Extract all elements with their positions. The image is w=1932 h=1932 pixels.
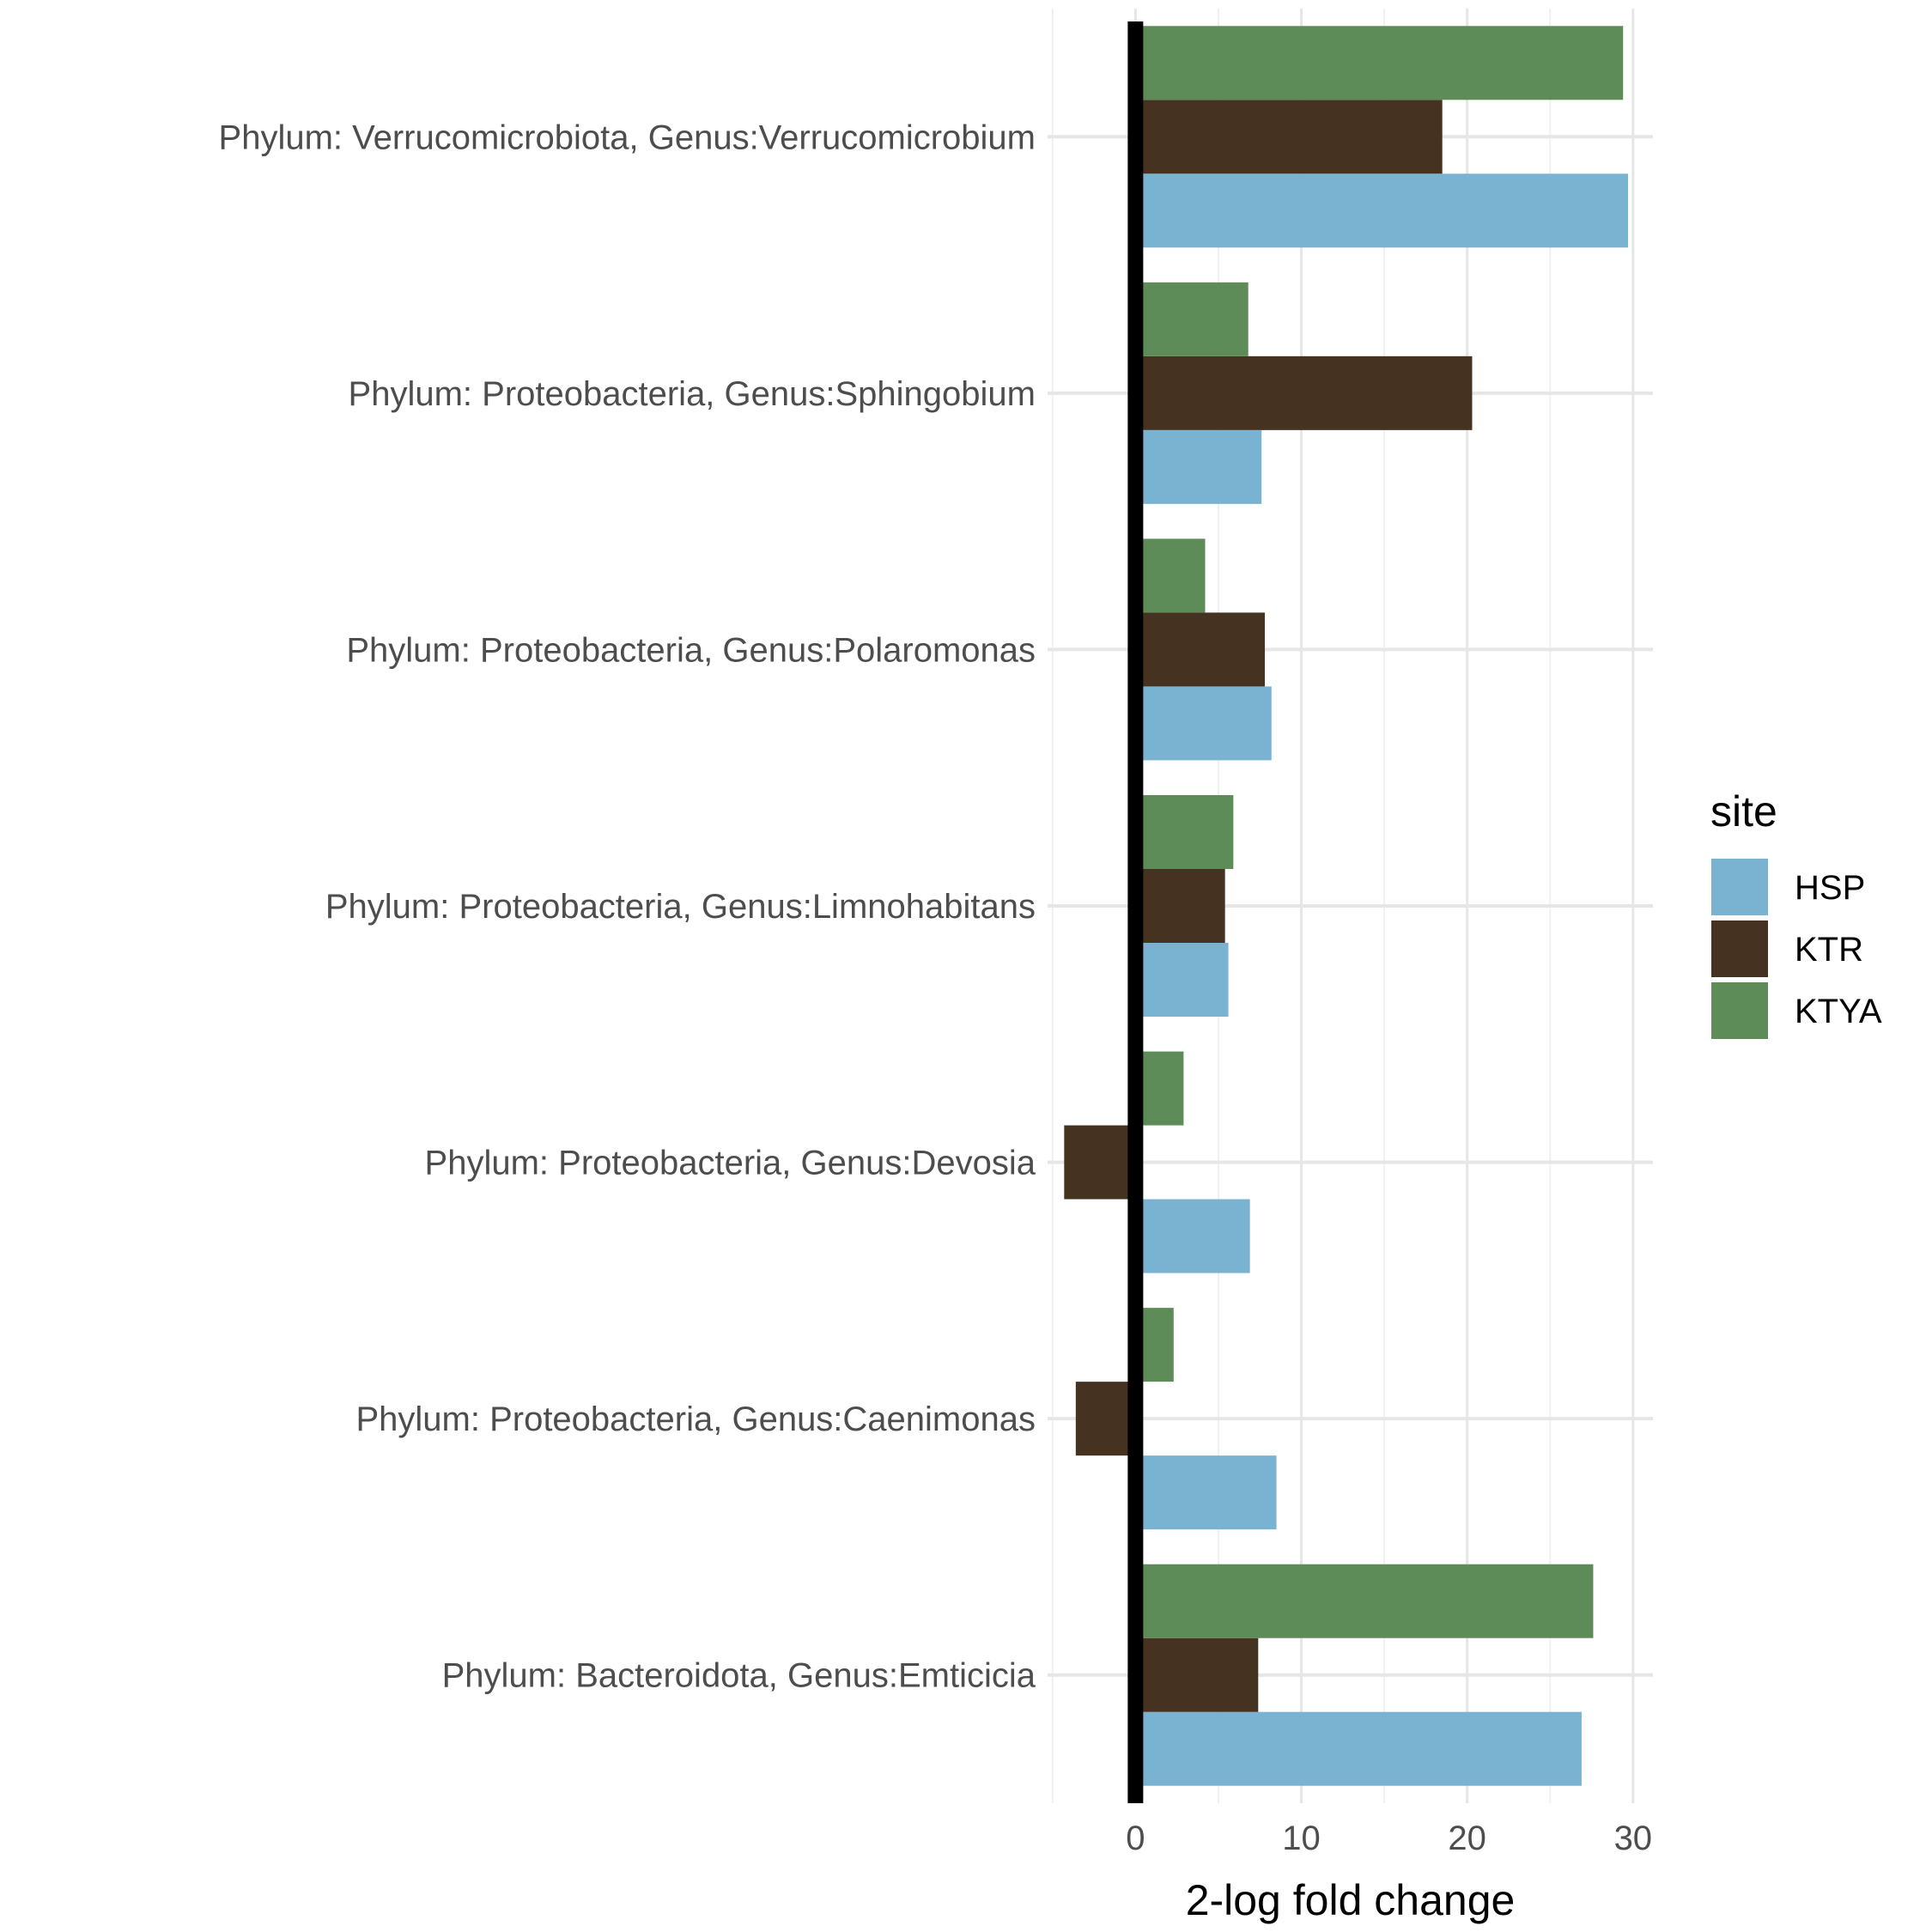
x-tick-label: 20 bbox=[1448, 1820, 1486, 1857]
bar-ktya bbox=[1135, 538, 1206, 613]
bars bbox=[1064, 26, 1629, 1786]
legend-label-ktr: KTR bbox=[1795, 931, 1863, 969]
x-tick-label: 30 bbox=[1614, 1820, 1653, 1857]
x-tick-label: 10 bbox=[1282, 1820, 1321, 1857]
bar-ktya bbox=[1135, 1564, 1594, 1638]
bar-ktr bbox=[1135, 100, 1443, 174]
y-tick-labels: Phylum: Verrucomicrobiota, Genus:Verruco… bbox=[219, 118, 1036, 1694]
legend-label-ktya: KTYA bbox=[1795, 993, 1882, 1030]
bar-ktya bbox=[1135, 1051, 1184, 1126]
bar-hsp bbox=[1135, 1199, 1250, 1273]
y-tick-label: Phylum: Proteobacteria, Genus:Sphingobiu… bbox=[349, 375, 1036, 413]
y-tick-label: Phylum: Verrucomicrobiota, Genus:Verruco… bbox=[219, 118, 1036, 156]
bar-hsp bbox=[1135, 429, 1262, 504]
legend-key-hsp bbox=[1711, 859, 1768, 915]
bar-hsp bbox=[1135, 943, 1229, 1017]
y-tick-label: Phylum: Proteobacteria, Genus:Polaromona… bbox=[346, 631, 1036, 669]
x-axis-title: 2-log fold change bbox=[1186, 1876, 1516, 1924]
bar-ktr bbox=[1135, 1637, 1259, 1712]
y-tick-label: Phylum: Proteobacteria, Genus:Limnohabit… bbox=[325, 888, 1036, 926]
bar-ktr bbox=[1075, 1382, 1136, 1456]
y-tick-label: Phylum: Proteobacteria, Genus:Caenimonas bbox=[355, 1400, 1036, 1438]
bar-ktya bbox=[1135, 795, 1234, 869]
bar-ktr bbox=[1135, 869, 1225, 943]
legend-key-ktya bbox=[1711, 982, 1768, 1039]
bar-ktya bbox=[1135, 282, 1249, 356]
legend-title: site bbox=[1710, 787, 1777, 835]
bar-ktr bbox=[1135, 612, 1266, 687]
y-tick-label: Phylum: Bacteroidota, Genus:Emticicia bbox=[442, 1657, 1036, 1695]
bar-hsp bbox=[1135, 686, 1272, 761]
bar-ktr bbox=[1135, 355, 1473, 430]
legend-label-hsp: HSP bbox=[1795, 869, 1865, 907]
y-tick-label: Phylum: Proteobacteria, Genus:Devosia bbox=[425, 1145, 1036, 1182]
bar-hsp bbox=[1135, 173, 1629, 248]
bar-hsp bbox=[1135, 1455, 1277, 1530]
bar-hsp bbox=[1135, 1711, 1582, 1786]
legend-key-ktr bbox=[1711, 920, 1768, 977]
legend: site HSP KTR KTYA bbox=[1710, 787, 1882, 1039]
bar-ktr bbox=[1064, 1125, 1136, 1200]
x-tick-label: 0 bbox=[1126, 1820, 1145, 1857]
x-tick-labels: 0 10 20 30 bbox=[1126, 1820, 1652, 1857]
bar-ktya bbox=[1135, 26, 1624, 100]
